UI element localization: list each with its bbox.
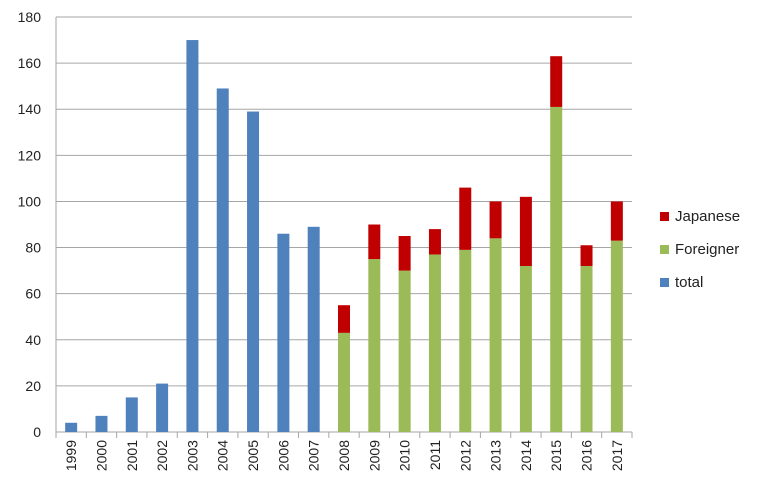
bar-japanese-2012 [459,187,472,250]
x-tick-label: 2004 [215,440,231,471]
legend-label: Japanese [675,208,741,225]
bar-total-1999 [65,422,78,432]
x-tick-label: 2007 [306,440,322,471]
y-tick-label: 140 [18,101,42,117]
bar-japanese-2011 [428,229,441,255]
y-tick-label: 40 [25,332,41,348]
bar-foreigner-2008 [338,332,350,432]
y-tick-label: 100 [18,193,42,209]
y-tick-label: 60 [25,286,41,302]
bar-foreigner-2014 [519,266,532,432]
legend-item-total: total [660,266,740,299]
bar-foreigner-2009 [368,259,381,432]
bar-foreigner-2017 [610,240,623,432]
x-tick-label: 2006 [275,440,291,471]
bar-total-2007 [307,226,320,432]
x-tick-label: 1999 [63,440,79,471]
y-tick-label: 120 [18,147,42,163]
bar-japanese-2014 [519,196,532,266]
bar-total-2001 [125,397,138,432]
y-tick-label: 20 [25,378,41,394]
bar-japanese-2009 [368,224,381,260]
x-tick-label: 2002 [154,440,170,471]
x-tick-label: 2015 [548,440,564,471]
x-tick-label: 2017 [609,440,625,471]
y-tick-label: 80 [25,240,41,256]
bar-foreigner-2012 [459,249,472,432]
bar-foreigner-2013 [489,238,502,432]
x-tick-label: 2010 [397,440,413,471]
legend-swatch [660,212,669,221]
x-tick-label: 2005 [245,440,261,471]
bar-japanese-2016 [580,245,593,266]
bar-foreigner-2015 [550,106,563,433]
legend-swatch [660,278,669,287]
bar-total-2006 [277,233,290,432]
bar-japanese-2008 [338,305,350,333]
x-tick-label: 2011 [427,440,443,470]
x-tick-label: 2014 [518,440,534,471]
y-tick-label: 180 [18,9,42,25]
bar-foreigner-2011 [428,254,441,432]
x-tick-label: 2000 [93,440,109,471]
y-tick-label: 0 [33,424,41,440]
bar-japanese-2013 [489,201,502,239]
legend-swatch [660,245,669,254]
bar-japanese-2015 [550,56,563,107]
bar-total-2000 [95,415,108,432]
bar-total-2003 [186,40,199,433]
x-tick-label: 2013 [488,440,504,471]
y-tick-label: 160 [18,55,42,71]
bar-total-2005 [247,111,260,433]
legend-label: total [675,274,704,291]
bar-foreigner-2010 [398,270,411,432]
bar-japanese-2017 [610,201,623,241]
legend-label: Foreigner [675,241,740,258]
bar-foreigner-2016 [580,266,593,432]
bar-total-2002 [156,383,169,432]
x-tick-label: 2003 [184,440,200,471]
x-tick-label: 2012 [457,440,473,471]
bar-japanese-2010 [398,236,411,271]
x-tick-label: 2001 [124,440,140,471]
legend-item-japanese: Japanese [660,200,740,233]
legend: Japanese Foreigner total [660,200,740,299]
x-tick-label: 2009 [366,440,382,471]
x-tick-label: 2008 [336,440,352,471]
x-tick-label: 2016 [579,440,595,471]
bar-total-2004 [216,88,229,432]
legend-item-foreigner: Foreigner [660,233,740,266]
